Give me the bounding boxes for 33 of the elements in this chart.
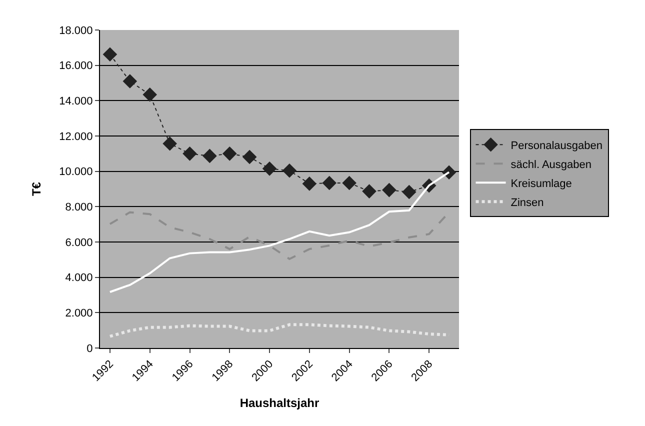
y-tick-label: 4.000	[65, 272, 93, 284]
legend-label: Kreisumlage	[510, 178, 572, 190]
y-tick-label: 14.000	[59, 96, 93, 108]
y-tick-label: 8.000	[65, 202, 93, 214]
y-axis-title: T€	[29, 182, 44, 196]
point	[222, 146, 237, 161]
point	[362, 184, 376, 198]
point	[342, 176, 356, 190]
y-tick-label: 18.000	[59, 24, 93, 37]
legend-label: Zinsen	[510, 196, 544, 209]
point	[122, 74, 138, 88]
point	[382, 182, 396, 198]
x-axis-title: Haushaltsjahr	[240, 396, 320, 410]
y-tick-label: 12.000	[59, 130, 93, 143]
point	[442, 165, 456, 180]
point	[242, 150, 257, 164]
legend-label: sächl. Ausgaben	[510, 158, 592, 171]
point	[102, 47, 118, 62]
y-tick-label: 10.000	[59, 166, 93, 178]
y-tick-label: 2.000	[65, 308, 93, 320]
point	[262, 162, 277, 176]
point	[142, 88, 158, 102]
point	[402, 184, 416, 200]
y-tick-label: 16.000	[59, 60, 93, 72]
y-tick-label: 6.000	[65, 236, 93, 249]
y-tick-label: 0	[86, 342, 93, 355]
point	[182, 146, 197, 161]
legend-label: Personalausgaben	[510, 140, 603, 152]
point	[162, 136, 177, 151]
point	[202, 148, 217, 164]
point	[302, 176, 317, 191]
point	[322, 176, 337, 190]
point	[282, 163, 297, 178]
